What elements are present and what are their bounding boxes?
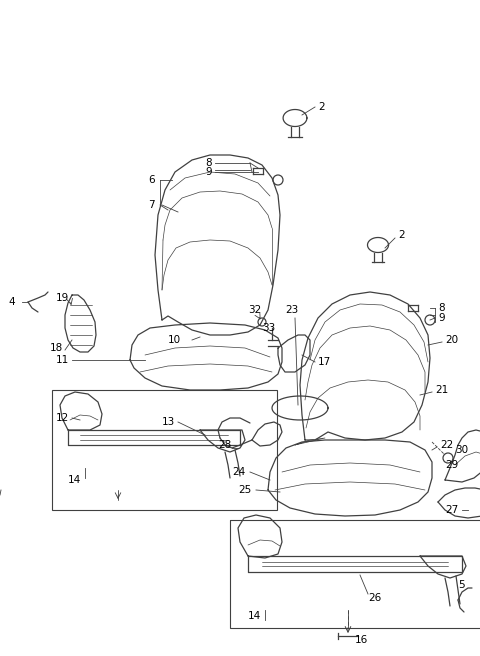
Text: 16: 16 (355, 635, 368, 645)
Text: 17: 17 (318, 357, 331, 367)
Text: 23: 23 (285, 305, 298, 315)
Text: 27: 27 (445, 505, 458, 515)
Text: 25: 25 (238, 485, 251, 495)
Text: 9: 9 (438, 313, 444, 323)
Text: 18: 18 (50, 343, 63, 353)
Text: 5: 5 (458, 580, 465, 590)
Text: 21: 21 (435, 385, 448, 395)
Text: 7: 7 (148, 200, 155, 210)
Text: 9: 9 (205, 167, 212, 177)
Text: 14: 14 (248, 611, 261, 621)
Text: 14: 14 (68, 475, 81, 485)
Text: 8: 8 (205, 158, 212, 168)
Text: 6: 6 (148, 175, 155, 185)
Bar (52, 390, 277, 510)
Text: 2: 2 (318, 102, 324, 112)
Text: 28: 28 (218, 440, 231, 450)
Text: 12: 12 (56, 413, 69, 423)
Text: 20: 20 (445, 335, 458, 345)
Text: 24: 24 (232, 467, 245, 477)
Text: 29: 29 (445, 460, 458, 470)
Text: 8: 8 (438, 303, 444, 313)
Text: 4: 4 (8, 297, 14, 307)
Text: 19: 19 (56, 293, 69, 303)
Text: 32: 32 (248, 305, 261, 315)
Text: 22: 22 (440, 440, 453, 450)
Text: 11: 11 (56, 355, 69, 365)
Text: 26: 26 (368, 593, 381, 603)
Text: 13: 13 (162, 417, 175, 427)
Text: 2: 2 (398, 230, 405, 240)
Text: 30: 30 (455, 445, 468, 455)
Bar (230, 520, 480, 628)
Text: 33: 33 (262, 323, 275, 333)
Text: 10: 10 (168, 335, 181, 345)
